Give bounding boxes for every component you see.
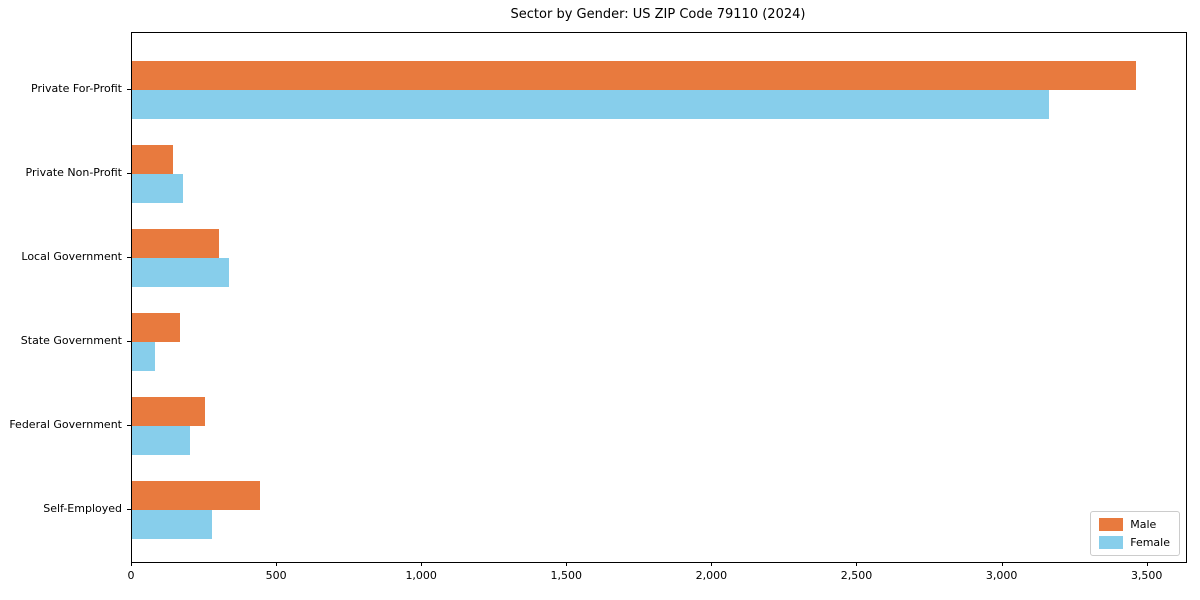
y-tick-label: Federal Government [9, 418, 122, 431]
x-tick-label: 3,000 [985, 569, 1018, 582]
x-axis-tick [131, 562, 132, 566]
x-axis-tick [421, 562, 423, 566]
bar-female-0 [132, 90, 1050, 119]
x-tick-label: 1,500 [550, 569, 583, 582]
x-axis-tick [711, 562, 713, 566]
x-axis-tick [276, 562, 278, 566]
legend-label-female: Female [1130, 536, 1170, 549]
y-tick-label: State Government [20, 334, 122, 347]
x-tick-label: 2,000 [695, 569, 728, 582]
legend-swatch-female [1099, 536, 1124, 549]
x-axis-tick [1146, 562, 1148, 566]
y-axis-tick [127, 341, 131, 342]
x-tick-label: 0 [127, 569, 135, 582]
bar-female-1 [132, 174, 183, 203]
x-tick-label: 500 [265, 569, 287, 582]
x-axis-tick [566, 562, 568, 566]
y-tick-label: Self-Employed [43, 502, 122, 515]
bar-male-3 [132, 313, 180, 342]
bar-female-4 [132, 426, 191, 455]
bar-female-5 [132, 510, 212, 539]
y-axis-tick [127, 509, 131, 510]
plot-area: Male Female [131, 32, 1187, 563]
y-tick-label: Private Non-Profit [25, 166, 122, 179]
y-axis-tick [127, 425, 131, 426]
x-tick-label: 3,500 [1130, 569, 1163, 582]
y-axis-tick [127, 173, 131, 174]
x-tick-label: 1,000 [405, 569, 437, 582]
legend-entry-female: Female [1099, 536, 1170, 549]
bar-female-3 [132, 342, 156, 371]
bar-female-2 [132, 258, 230, 287]
legend: Male Female [1090, 511, 1180, 556]
legend-swatch-male [1099, 518, 1124, 531]
legend-label-male: Male [1130, 518, 1157, 531]
bar-male-5 [132, 481, 260, 510]
y-axis-tick [127, 89, 131, 90]
y-tick-label: Local Government [21, 250, 122, 263]
bar-male-0 [132, 61, 1137, 90]
legend-entry-male: Male [1099, 518, 1170, 531]
x-axis-tick [856, 562, 858, 566]
bar-male-4 [132, 397, 205, 426]
y-axis-tick [127, 257, 131, 258]
y-tick-label: Private For-Profit [31, 82, 122, 95]
x-axis-tick [1001, 562, 1003, 566]
chart-title: Sector by Gender: US ZIP Code 79110 (202… [510, 7, 806, 22]
bar-male-2 [132, 229, 220, 258]
bar-male-1 [132, 145, 173, 174]
x-tick-label: 2,500 [840, 569, 873, 582]
